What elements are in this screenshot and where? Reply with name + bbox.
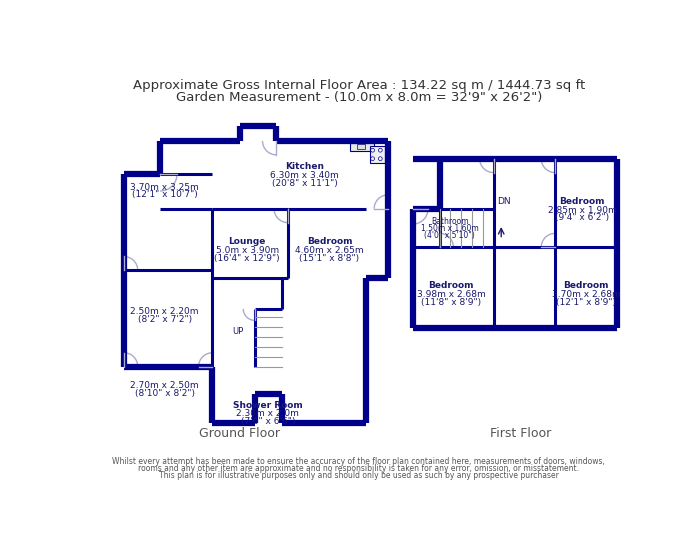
Text: 4.60m x 2.65m: 4.60m x 2.65m bbox=[295, 246, 364, 255]
Text: 3.70m x 2.68m: 3.70m x 2.68m bbox=[552, 290, 620, 299]
Text: (11'8" x 8'9"): (11'8" x 8'9") bbox=[421, 298, 481, 307]
Text: This plan is for illustrative purposes only and should only be used as such by a: This plan is for illustrative purposes o… bbox=[159, 471, 559, 479]
Text: (7'6" x 6'6"): (7'6" x 6'6") bbox=[241, 417, 295, 426]
Text: 2.85m x 1.90m: 2.85m x 1.90m bbox=[547, 206, 617, 215]
Text: (9'4" x 6'2"): (9'4" x 6'2") bbox=[555, 213, 609, 222]
Text: 5.0m x 3.90m: 5.0m x 3.90m bbox=[216, 246, 279, 255]
Text: Bedroom: Bedroom bbox=[559, 197, 605, 205]
Text: (12'1" x 8'9"): (12'1" x 8'9") bbox=[556, 298, 616, 307]
Text: Bedroom: Bedroom bbox=[428, 281, 474, 290]
Text: Approximate Gross Internal Floor Area : 134.22 sq m / 1444.73 sq ft: Approximate Gross Internal Floor Area : … bbox=[132, 79, 585, 92]
Text: (16'4" x 12'9"): (16'4" x 12'9") bbox=[214, 253, 280, 263]
Text: 3.98m x 2.68m: 3.98m x 2.68m bbox=[416, 290, 486, 299]
Text: (8'10" x 8'2"): (8'10" x 8'2") bbox=[134, 389, 195, 398]
Text: (4'0" x 5'10"): (4'0" x 5'10") bbox=[424, 231, 475, 240]
Bar bbox=[370, 146, 385, 163]
Text: 2.70m x 2.50m: 2.70m x 2.50m bbox=[130, 381, 199, 390]
Text: Bathroom: Bathroom bbox=[430, 217, 468, 227]
Text: (20'8" x 11'1"): (20'8" x 11'1") bbox=[272, 179, 337, 188]
Text: Ground Floor: Ground Floor bbox=[199, 427, 280, 440]
Text: DN: DN bbox=[497, 197, 510, 205]
Text: Shower Room: Shower Room bbox=[233, 401, 303, 411]
Text: Kitchen: Kitchen bbox=[286, 162, 324, 171]
Bar bbox=[357, 144, 365, 150]
Text: First Floor: First Floor bbox=[490, 427, 551, 440]
Text: Garden Measurement - (10.0m x 8.0m = 32'9" x 26'2"): Garden Measurement - (10.0m x 8.0m = 32'… bbox=[176, 91, 542, 104]
Text: (8'2" x 7'2"): (8'2" x 7'2") bbox=[138, 315, 192, 324]
Text: (15'1" x 8'8"): (15'1" x 8'8") bbox=[300, 253, 360, 263]
Text: 1.50m x 1.60m: 1.50m x 1.60m bbox=[421, 224, 479, 233]
Text: 3.70m x 3.25m: 3.70m x 3.25m bbox=[130, 183, 199, 192]
Text: Bedroom: Bedroom bbox=[564, 281, 609, 290]
Text: Lounge: Lounge bbox=[228, 236, 266, 246]
Text: Bedroom: Bedroom bbox=[307, 236, 352, 246]
Text: (12'1" x 10'7"): (12'1" x 10'7") bbox=[132, 191, 197, 199]
Text: 2.30m x 2.0m: 2.30m x 2.0m bbox=[237, 409, 300, 418]
Text: Whilst every attempt has been made to ensure the accuracy of the floor plan cont: Whilst every attempt has been made to en… bbox=[112, 457, 606, 466]
Text: rooms and any other item are approximate and no responsibility is taken for any : rooms and any other item are approximate… bbox=[139, 464, 580, 473]
Text: 6.30m x 3.40m: 6.30m x 3.40m bbox=[270, 171, 340, 180]
Bar bbox=[349, 143, 374, 151]
Text: 2.50m x 2.20m: 2.50m x 2.20m bbox=[130, 307, 199, 317]
Text: UP: UP bbox=[232, 328, 244, 336]
